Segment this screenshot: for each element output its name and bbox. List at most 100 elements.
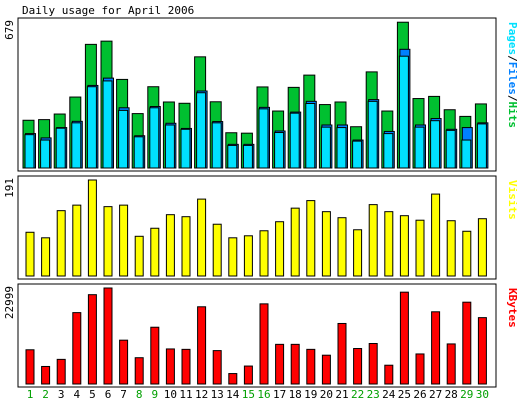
x-tick-label-12: 12 bbox=[195, 388, 208, 401]
bar-visits-10 bbox=[165, 214, 175, 277]
bar-pages-18 bbox=[289, 112, 300, 169]
bar-visits-6 bbox=[103, 206, 113, 277]
bar-visits-12 bbox=[197, 198, 207, 277]
x-tick-label-7: 7 bbox=[120, 388, 127, 401]
bar-pages-8 bbox=[133, 136, 144, 169]
bar-visits-14 bbox=[228, 237, 238, 277]
bar-kbytes-20 bbox=[321, 354, 331, 385]
bar-visits-3 bbox=[56, 210, 66, 277]
bar-visits-15 bbox=[243, 235, 253, 277]
bar-kbytes-26 bbox=[415, 353, 425, 385]
bar-visits-13 bbox=[212, 223, 222, 277]
x-tick-label-2: 2 bbox=[42, 388, 49, 401]
bar-kbytes-8 bbox=[134, 357, 144, 385]
bar-pages-30 bbox=[476, 123, 487, 169]
bar-pages-21 bbox=[336, 127, 347, 169]
bar-pages-7 bbox=[118, 109, 129, 169]
bar-pages-23 bbox=[367, 100, 378, 169]
bar-kbytes-12 bbox=[197, 306, 207, 385]
bar-pages-9 bbox=[149, 107, 160, 169]
bar-kbytes-13 bbox=[212, 350, 222, 385]
bar-kbytes-29 bbox=[462, 301, 472, 385]
bar-visits-11 bbox=[181, 216, 191, 277]
bar-visits-22 bbox=[353, 229, 363, 277]
bar-kbytes-28 bbox=[446, 343, 456, 385]
bar-pages-11 bbox=[180, 128, 191, 169]
legend-part-hits-0: Pages bbox=[506, 22, 517, 55]
bar-visits-2 bbox=[41, 237, 51, 277]
bar-kbytes-10 bbox=[165, 348, 175, 385]
bar-pages-13 bbox=[211, 122, 222, 169]
bar-kbytes-14 bbox=[228, 373, 238, 385]
x-tick-label-5: 5 bbox=[89, 388, 96, 401]
bar-pages-28 bbox=[445, 129, 456, 169]
bar-kbytes-27 bbox=[431, 311, 441, 385]
bar-pages-25 bbox=[398, 55, 409, 169]
y-max-label-visits: 191 bbox=[3, 178, 16, 198]
bar-kbytes-30 bbox=[477, 317, 487, 385]
x-tick-label-22: 22 bbox=[351, 388, 364, 401]
x-tick-label-24: 24 bbox=[382, 388, 396, 401]
bar-kbytes-18 bbox=[290, 343, 300, 385]
x-tick-label-26: 26 bbox=[413, 388, 426, 401]
x-tick-label-4: 4 bbox=[73, 388, 80, 401]
bar-visits-8 bbox=[134, 235, 144, 277]
y-max-label-hits: 679 bbox=[3, 20, 16, 40]
bar-visits-23 bbox=[368, 204, 378, 277]
bar-visits-26 bbox=[415, 219, 425, 277]
bar-pages-19 bbox=[305, 102, 316, 169]
bar-kbytes-16 bbox=[259, 303, 269, 385]
bar-pages-14 bbox=[227, 144, 238, 169]
bar-pages-1 bbox=[24, 134, 35, 169]
bar-visits-28 bbox=[446, 220, 456, 277]
bar-visits-18 bbox=[290, 207, 300, 277]
bar-kbytes-19 bbox=[306, 348, 316, 385]
bar-visits-24 bbox=[384, 211, 394, 277]
bar-pages-4 bbox=[71, 122, 82, 169]
bar-pages-10 bbox=[164, 124, 175, 169]
bar-visits-9 bbox=[150, 227, 160, 277]
x-tick-label-13: 13 bbox=[211, 388, 224, 401]
bar-pages-16 bbox=[258, 108, 269, 169]
bar-visits-19 bbox=[306, 200, 316, 277]
legend-part-hits-3: / bbox=[506, 95, 517, 102]
x-tick-label-1: 1 bbox=[27, 388, 34, 401]
bar-visits-1 bbox=[25, 231, 35, 277]
bar-visits-20 bbox=[321, 211, 331, 277]
bar-pages-12 bbox=[196, 92, 207, 169]
x-tick-label-16: 16 bbox=[257, 388, 270, 401]
panel-visits: 191 Visits bbox=[3, 175, 517, 280]
x-tick-label-10: 10 bbox=[164, 388, 177, 401]
bar-kbytes-23 bbox=[368, 343, 378, 385]
legend-part-visits-0: Visits bbox=[506, 180, 517, 220]
x-tick-label-18: 18 bbox=[289, 388, 302, 401]
bar-visits-4 bbox=[72, 204, 82, 277]
panel-kbytes: 22999 KBytes bbox=[3, 283, 517, 388]
bar-kbytes-7 bbox=[119, 339, 129, 385]
bar-kbytes-6 bbox=[103, 287, 113, 385]
bar-kbytes-3 bbox=[56, 358, 66, 385]
legend-part-hits-1: / bbox=[506, 55, 517, 62]
bar-kbytes-25 bbox=[399, 291, 409, 385]
x-tick-label-17: 17 bbox=[273, 388, 286, 401]
x-tick-label-30: 30 bbox=[476, 388, 489, 401]
bar-visits-17 bbox=[275, 221, 285, 277]
x-tick-label-14: 14 bbox=[226, 388, 240, 401]
x-tick-label-27: 27 bbox=[429, 388, 442, 401]
x-tick-label-19: 19 bbox=[304, 388, 317, 401]
bar-kbytes-15 bbox=[243, 365, 253, 385]
x-tick-label-15: 15 bbox=[242, 388, 255, 401]
bar-kbytes-24 bbox=[384, 364, 394, 385]
bar-kbytes-17 bbox=[275, 343, 285, 385]
bar-kbytes-11 bbox=[181, 348, 191, 385]
bar-visits-30 bbox=[477, 218, 487, 277]
bar-visits-27 bbox=[431, 193, 441, 277]
bar-pages-3 bbox=[55, 127, 66, 169]
x-tick-label-21: 21 bbox=[335, 388, 348, 401]
bar-pages-17 bbox=[274, 132, 285, 169]
bar-visits-25 bbox=[399, 215, 409, 277]
bar-visits-21 bbox=[337, 217, 347, 277]
legend-side-hits: Pages/Files/Hits bbox=[506, 22, 517, 128]
bar-pages-22 bbox=[352, 140, 363, 169]
